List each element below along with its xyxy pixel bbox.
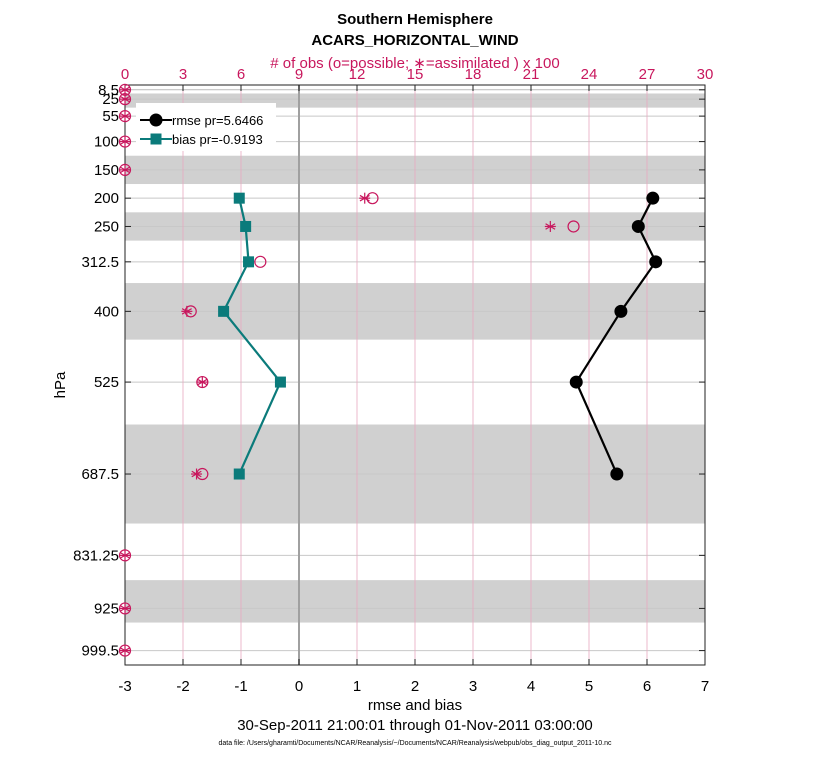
axis-ticks: -3 -2 -1 0 1 2 3 4 5 6 70 3 6 9 12 15 18 21 24 27 308.525551… [73, 66, 713, 695]
legend-rmse-label: rmse pr=5.6466 [172, 113, 263, 128]
obs-possible-marker-6 [567, 220, 580, 233]
bias-point-2 [243, 256, 255, 268]
top-tick-label-5: 15 [407, 66, 424, 83]
rmse-point-5 [610, 467, 624, 481]
top-tick-label-9: 27 [639, 66, 656, 83]
top-tick-label-0: 0 [121, 66, 129, 83]
y-tick-label-0: 8.5 [98, 82, 119, 99]
rmse-point-4 [569, 375, 583, 389]
obs-assimilated-marker-11 [119, 549, 131, 561]
x-tick-label-1: -2 [176, 678, 189, 695]
data-file-footnote: data file: /Users/gharamti/Documents/NCA… [218, 740, 612, 747]
bias-point-4 [274, 376, 286, 388]
date-range: 30-Sep-2011 21:00:01 through 01-Nov-2011… [237, 717, 593, 734]
y-tick-label-10: 687.5 [81, 466, 119, 483]
rmse-point-0 [646, 191, 660, 205]
obs-assimilated-marker-12 [119, 602, 131, 614]
bias-point-0 [233, 192, 245, 204]
obs-assimilated-marker-10 [191, 468, 203, 480]
x-tick-label-2: -1 [234, 678, 247, 695]
x-tick-label-3: 0 [295, 678, 303, 695]
y-tick-label-2: 55 [102, 108, 119, 125]
x-tick-label-5: 2 [411, 678, 419, 695]
rmse-point-1 [631, 219, 645, 233]
obs-assimilated-marker-3 [119, 136, 131, 148]
bias-point-3 [218, 305, 230, 317]
legend-bias-marker [150, 133, 162, 145]
top-tick-label-1: 3 [179, 66, 187, 83]
data-series [218, 191, 663, 481]
rmse-point-3 [614, 304, 628, 318]
y-tick-label-13: 999.5 [81, 643, 119, 660]
y-tick-label-6: 250 [94, 218, 119, 235]
legend-bias-label: bias pr=-0.9193 [172, 132, 263, 147]
y-tick-label-8: 400 [94, 303, 119, 320]
obs-assimilated-marker-9 [196, 376, 208, 388]
chart-subtitle: ACARS_HORIZONTAL_WIND [311, 32, 518, 49]
chart-title: Southern Hemisphere [337, 11, 493, 28]
obs-assimilated-marker-4 [119, 164, 131, 176]
rmse-point-2 [649, 255, 663, 269]
y-tick-label-5: 200 [94, 190, 119, 207]
top-tick-label-10: 30 [697, 66, 714, 83]
x-tick-label-6: 3 [469, 678, 477, 695]
obs-possible-marker-7 [254, 255, 267, 268]
top-tick-label-7: 21 [523, 66, 540, 83]
y-tick-label-9: 525 [94, 374, 119, 391]
x-tick-label-10: 7 [701, 678, 709, 695]
obs-assimilated-marker-5 [359, 192, 371, 204]
y-tick-label-4: 150 [94, 162, 119, 179]
y-axis-label: hPa [52, 371, 69, 398]
top-tick-label-2: 6 [237, 66, 245, 83]
top-tick-label-6: 18 [465, 66, 482, 83]
x-tick-label-4: 1 [353, 678, 361, 695]
bias-point-1 [240, 220, 252, 232]
top-tick-label-3: 9 [295, 66, 303, 83]
x-tick-label-9: 6 [643, 678, 651, 695]
obs-assimilated-marker-1 [119, 93, 131, 105]
top-tick-label-4: 12 [349, 66, 366, 83]
obs-assimilated-marker-8 [181, 305, 193, 317]
bias-point-5 [233, 468, 245, 480]
x-tick-label-0: -3 [118, 678, 131, 695]
obs-assimilated-marker-2 [119, 110, 131, 122]
y-tick-label-1: 25 [102, 91, 119, 108]
y-tick-label-3: 100 [94, 134, 119, 151]
x-tick-label-8: 5 [585, 678, 593, 695]
y-tick-label-11: 831.25 [73, 547, 119, 564]
legend-rmse-marker [149, 113, 163, 127]
top-axis-label: # of obs (o=possible; ∗=assimilated ) x … [270, 55, 559, 72]
x-axis-label: rmse and bias [368, 697, 462, 714]
y-tick-label-12: 925 [94, 600, 119, 617]
obs-assimilated-marker-13 [119, 645, 131, 657]
legend: rmse pr=5.6466 bias pr=-0.9193 [136, 103, 276, 151]
top-tick-label-8: 24 [581, 66, 598, 83]
obs-assimilated-marker-6 [544, 220, 556, 232]
x-tick-label-7: 4 [527, 678, 535, 695]
y-tick-label-7: 312.5 [81, 254, 119, 271]
